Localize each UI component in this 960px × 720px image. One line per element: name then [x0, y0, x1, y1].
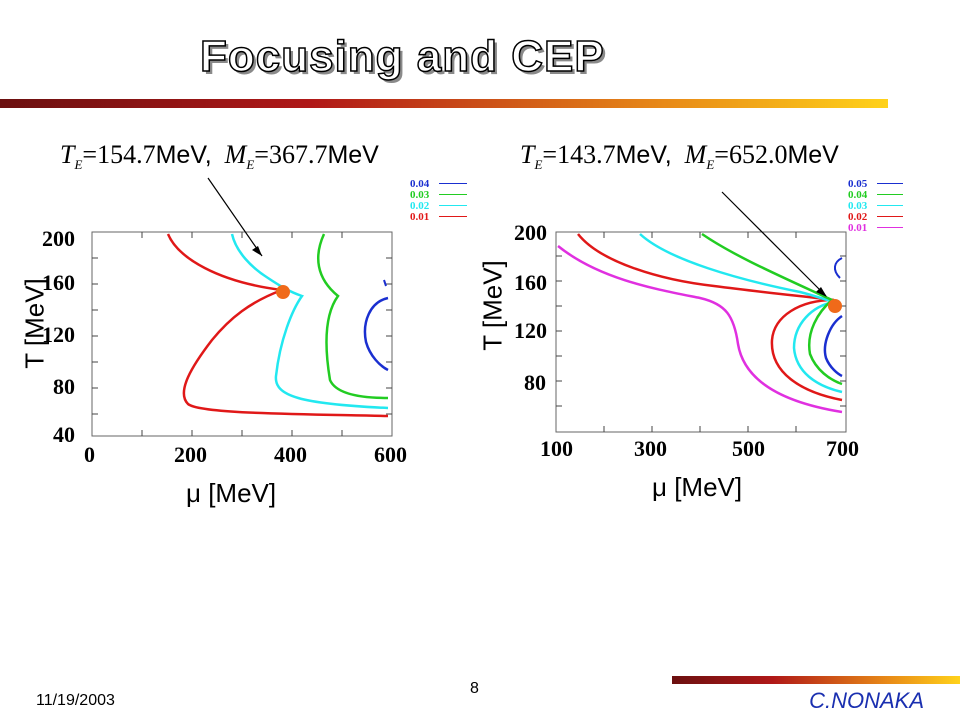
left-x-tick-600: 600 — [374, 442, 407, 467]
right-contour-0.02 — [577, 233, 843, 402]
left-contour-0.02 — [230, 233, 389, 410]
right-x-tick-100: 100 — [540, 436, 573, 461]
right-contour-0.05-upper — [834, 257, 843, 279]
right-cep-point — [828, 299, 842, 313]
right-y-axis-label: T [MeV] — [477, 260, 508, 351]
left-y-tick-80: 80 — [53, 374, 75, 399]
right-cep-arrowhead — [816, 287, 827, 297]
left-legend: 0.04 0.03 0.02 0.01 — [410, 178, 482, 223]
right-legend-item: 0.01 — [848, 222, 920, 234]
left-cep-arrow — [207, 177, 263, 257]
right-y-tick-80: 80 — [524, 370, 546, 395]
right-contour-0.04 — [701, 232, 843, 386]
left-contour-0.04 — [363, 296, 389, 372]
left-contour-0.04-stub — [383, 279, 387, 287]
left-legend-item: 0.03 — [410, 189, 482, 201]
slide-title: Focusing and CEP — [199, 31, 605, 82]
left-x-tick-200: 200 — [174, 442, 207, 467]
right-legend-item: 0.05 — [848, 178, 920, 190]
left-x-axis-label: μ [MeV] — [186, 478, 277, 508]
left-y-tick-160: 160 — [42, 270, 75, 295]
right-contour-0.01 — [557, 245, 843, 414]
right-legend: 0.05 0.04 0.03 0.02 0.01 — [848, 178, 920, 234]
page-number: 8 — [470, 680, 479, 697]
left-contour-0.01 — [166, 233, 389, 418]
right-x-tick-300: 300 — [634, 436, 667, 461]
right-x-tick-500: 500 — [732, 436, 765, 461]
right-legend-item: 0.04 — [848, 189, 920, 201]
left-x-tick-0: 0 — [84, 442, 95, 467]
right-y-tick-160: 160 — [514, 270, 547, 295]
right-legend-item: 0.02 — [848, 211, 920, 223]
right-y-tick-120: 120 — [514, 318, 547, 343]
left-legend-item: 0.04 — [410, 178, 482, 190]
left-plot-frame — [91, 231, 393, 437]
left-contour-0.03 — [317, 233, 389, 400]
footer-date: 11/19/2003 — [36, 692, 115, 709]
right-cep-equation: TE=143.7MeV, ME=652.0MeV — [520, 140, 839, 173]
left-y-tick-200: 200 — [42, 226, 75, 251]
left-tick-marks — [92, 232, 392, 436]
right-y-tick-200: 200 — [514, 220, 547, 245]
left-cep-arrowhead — [252, 246, 262, 256]
left-legend-item: 0.01 — [410, 211, 482, 223]
footer-bar — [672, 676, 960, 684]
left-y-tick-40: 40 — [53, 422, 75, 447]
right-legend-item: 0.03 — [848, 200, 920, 212]
right-x-tick-700: 700 — [826, 436, 859, 461]
author-name: C.NONAKA — [809, 688, 924, 713]
left-x-tick-400: 400 — [274, 442, 307, 467]
right-tick-marks — [556, 232, 846, 432]
left-cep-equation: TE=154.7MeV, ME=367.7MeV — [60, 140, 379, 173]
left-legend-item: 0.02 — [410, 200, 482, 212]
right-x-axis-label: μ [MeV] — [652, 472, 743, 502]
right-contour-0.05 — [823, 314, 843, 378]
right-cep-arrow — [721, 191, 827, 297]
left-cep-point — [276, 285, 290, 299]
title-underline-bar — [0, 99, 888, 108]
right-contour-0.03 — [639, 233, 843, 394]
right-plot-frame — [555, 231, 847, 433]
left-y-tick-120: 120 — [42, 322, 75, 347]
left-y-axis-label: T [MeV] — [19, 278, 50, 369]
